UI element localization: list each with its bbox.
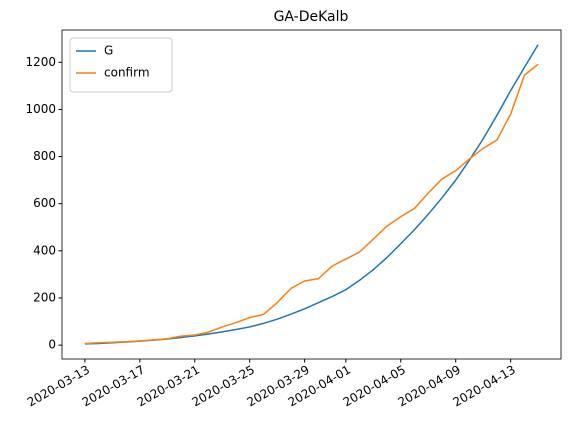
y-tick-label: 400 (33, 243, 56, 257)
y-tick-label: 1200 (25, 55, 56, 69)
x-tick-label: 2020-04-13 (450, 363, 517, 410)
y-tick-label: 200 (33, 290, 56, 304)
y-tick-label: 800 (33, 149, 56, 163)
y-tick-label: 600 (33, 196, 56, 210)
series-line (84, 63, 539, 345)
y-tick-label: 0 (48, 338, 56, 352)
legend-label: G (104, 44, 113, 58)
legend-label: confirm (104, 66, 150, 80)
axes-frame (61, 29, 562, 360)
chart-title: GA-DeKalb (274, 9, 349, 25)
y-tick-label: 1000 (25, 102, 56, 116)
